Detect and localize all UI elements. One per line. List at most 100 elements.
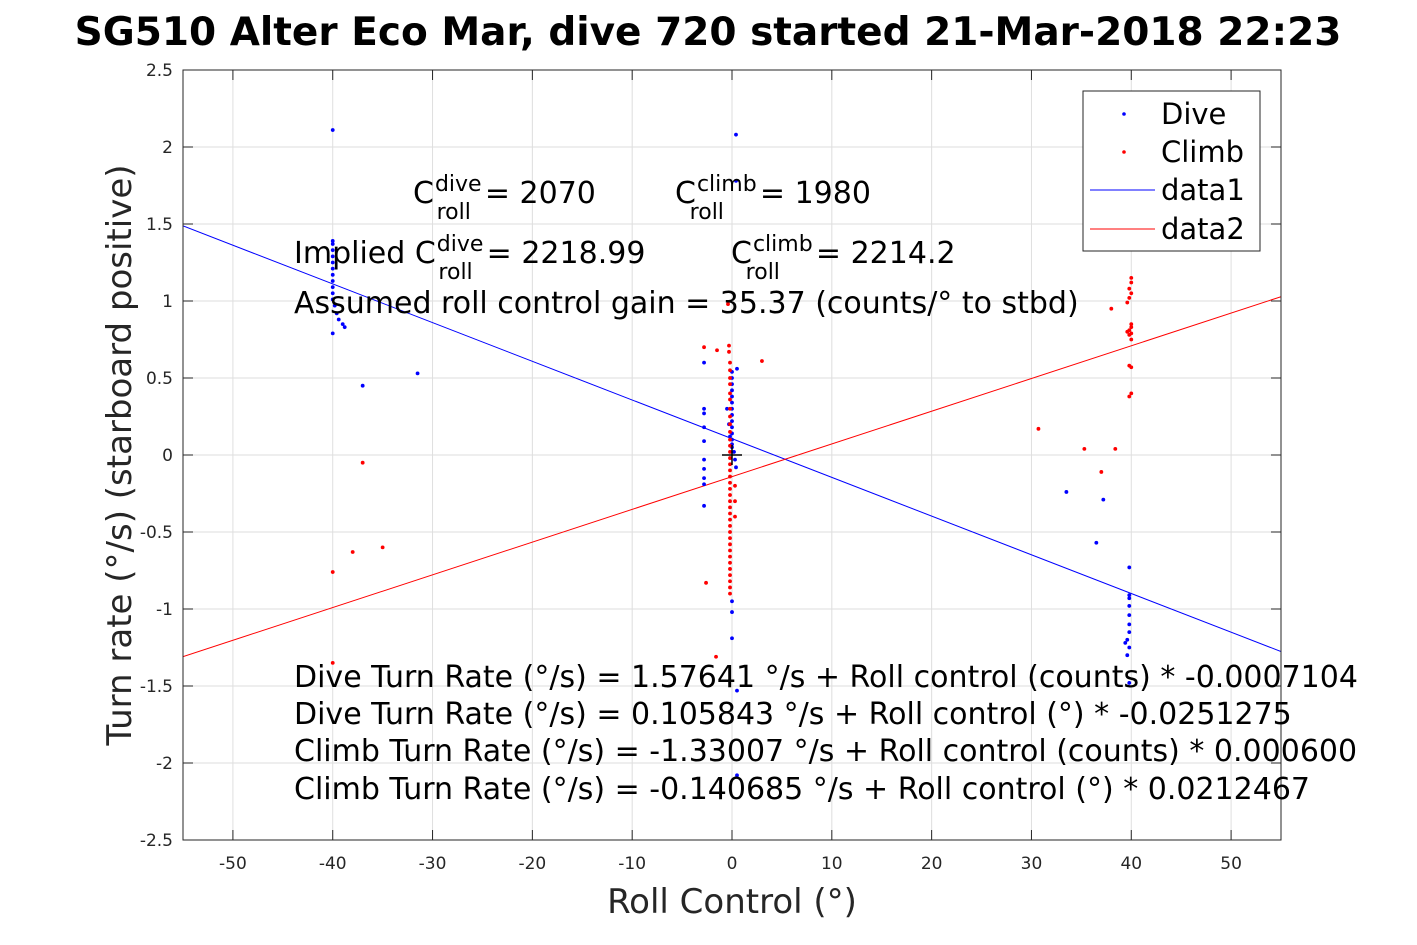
legend-marker-dive [1122,112,1126,116]
y-axis-label: Turn rate (°/s) (starboard positive) [100,164,140,746]
y-tick-label: -2.5 [140,831,173,851]
point-climb [728,530,732,534]
x-tick-label: -20 [518,854,546,874]
point-climb [330,661,335,665]
point-climb [1129,325,1134,330]
point-dive [702,406,706,411]
point-climb [728,456,732,460]
x-tick-label: 0 [727,854,738,874]
c-climb-annotation: Cclimb roll= 1980 [675,172,871,225]
legend-label-data1: data1 [1161,173,1245,207]
x-tick-label: 10 [821,854,843,874]
c-dive-annotation: Cdive roll= 2070 [413,172,596,225]
point-climb [728,368,732,373]
point-climb [728,382,732,387]
legend-marker-climb [1122,150,1126,154]
point-dive [1127,645,1132,650]
point-climb [728,406,732,411]
equation-4: Climb Turn Rate (°/s) = -0.140685 °/s + … [294,772,1310,807]
point-dive [330,285,335,290]
y-tick-label: 1.5 [146,215,173,235]
point-dive [342,325,347,330]
legend-label-climb: Climb [1161,135,1244,169]
point-climb [728,376,732,380]
point-climb [1109,306,1114,311]
implied-dive-annotation: Implied Cdive roll= 2218.99 [294,232,645,285]
point-climb [1129,276,1134,280]
point-dive [1127,622,1132,627]
point-climb [1129,322,1134,326]
point-climb [728,430,732,434]
point-dive [702,476,706,480]
point-dive [735,366,739,371]
point-climb [728,499,732,504]
point-dive [728,434,732,439]
point-dive [702,360,706,365]
gain-annotation: Assumed roll control gain = 35.37 (count… [294,286,1079,321]
point-dive [340,322,345,326]
x-tick-label: 20 [921,854,943,874]
point-climb [728,585,732,590]
point-climb [1125,329,1130,334]
point-climb [733,483,737,488]
point-dive [330,128,335,132]
point-climb [330,570,335,574]
point-dive [330,239,335,243]
point-climb [726,302,730,306]
point-dive [702,466,706,471]
point-climb [728,554,732,559]
legend-entry-dive: Dive [1122,97,1226,131]
legend-entry-data2: data2 [1090,212,1245,246]
point-dive [702,411,706,416]
point-dive [334,311,339,316]
point-climb [728,360,732,365]
point-dive [336,317,341,322]
point-dive [734,178,738,183]
x-tick-label: -10 [618,854,646,874]
point-climb [728,480,732,485]
axis-ticks [183,69,1281,841]
y-tick-label: 0.5 [146,369,173,389]
x-tick-label: -40 [319,854,347,874]
point-dive [330,291,335,296]
x-tick-label: -30 [419,854,447,874]
point-dive [1127,681,1132,685]
point-climb [1082,446,1087,451]
point-dive [330,248,335,253]
point-dive [330,254,335,259]
point-climb [728,422,732,427]
data-points [330,128,1134,778]
point-climb [727,343,731,348]
annotations: Cdive roll= 2070 Cclimb roll= 1980 Implied… [294,172,1358,807]
point-climb [728,573,732,578]
point-climb [1125,300,1130,305]
point-climb [728,567,732,571]
point-climb [350,550,355,554]
point-dive [702,503,706,508]
point-dive [702,425,706,430]
point-dive [702,439,706,444]
point-climb [728,450,732,454]
point-climb [728,414,732,419]
point-climb [728,517,732,522]
x-tick-label: 30 [1021,854,1043,874]
point-climb [728,397,732,402]
point-climb [728,443,732,448]
x-tick-label: 50 [1220,854,1242,874]
point-climb [728,511,732,516]
point-dive [360,383,365,388]
point-dive [734,132,738,137]
point-climb [727,349,731,354]
point-dive [730,388,734,393]
point-dive [702,457,706,462]
point-dive [330,297,335,302]
chart-title: SG510 Alter Eco Mar, dive 720 started 21… [75,10,1342,55]
point-dive [415,371,420,376]
point-climb [728,486,732,491]
point-climb [1113,446,1118,451]
point-climb [1129,337,1134,342]
legend[interactable]: Dive Climb data1 data2 [1082,90,1261,252]
point-dive [330,279,335,283]
point-dive [732,450,736,454]
point-dive [1094,540,1099,545]
